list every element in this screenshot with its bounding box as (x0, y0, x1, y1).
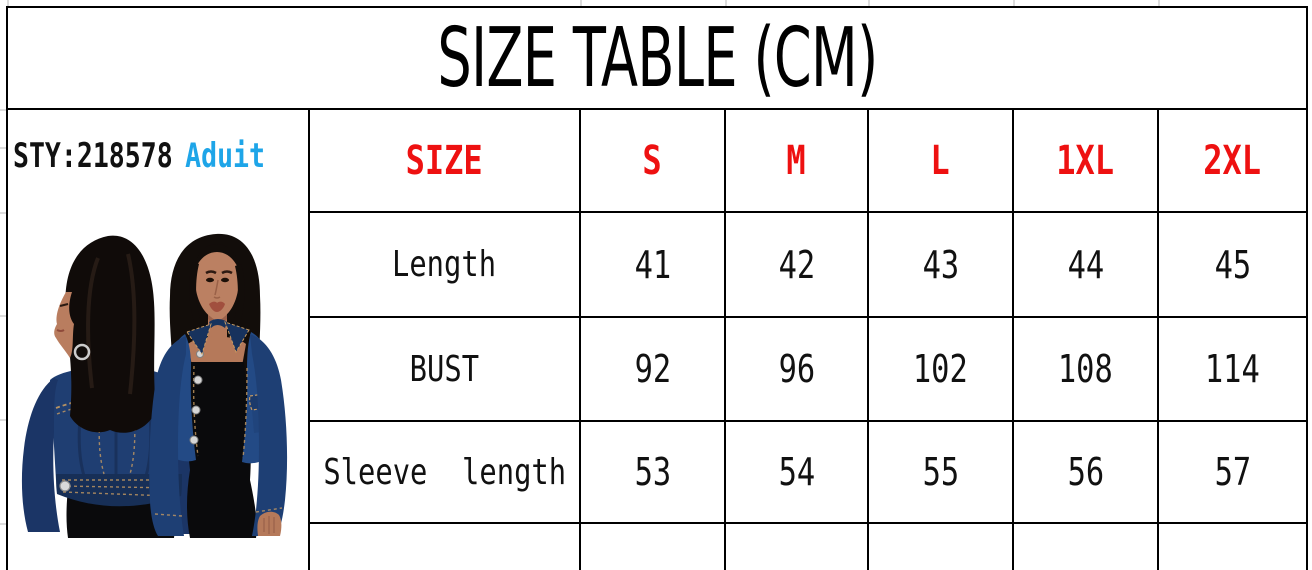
gridline-artifact (0, 212, 6, 214)
value-bust-2xl: 114 (1205, 347, 1260, 391)
col-header-l: L (869, 110, 1014, 213)
title-row: SIZE TABLE (CM) (8, 8, 1306, 110)
value-bust-1xl: 108 (1058, 347, 1113, 391)
page-title: SIZE TABLE (CM) (436, 10, 878, 106)
model-front-view (149, 233, 288, 538)
hoop-earring (73, 343, 91, 361)
row-label-length-text: Length (392, 244, 497, 285)
gridline-artifact (0, 315, 6, 317)
row-label-sleeve-length-text: Sleeve length (323, 451, 566, 493)
gridline-artifact (0, 109, 6, 111)
cell-sleeve-l: 55 (869, 422, 1014, 524)
value-length-2xl: 45 (1214, 242, 1251, 287)
value-sleeve-m: 54 (778, 450, 815, 494)
cell-length-1xl: 44 (1014, 213, 1159, 318)
cell-length-s: 41 (581, 213, 726, 318)
gridline-artifact (580, 0, 582, 6)
cell-bust-2xl: 114 (1159, 318, 1306, 422)
value-bust-l: 102 (913, 347, 968, 391)
gridline-artifact (1013, 0, 1015, 6)
col-header-2xl-label: 2XL (1203, 137, 1262, 184)
value-sleeve-s: 53 (634, 450, 671, 494)
gridline-artifact (7, 0, 9, 6)
cell-length-2xl: 45 (1159, 213, 1306, 318)
gridline-artifact (0, 523, 6, 525)
size-table-grid: STY:218578 Aduit (8, 110, 1306, 570)
style-suffix: Aduit (185, 136, 265, 176)
style-code: STY:218578 (13, 136, 173, 176)
value-sleeve-1xl: 56 (1067, 450, 1104, 494)
row-label-sleeve-length: Sleeve length (310, 422, 581, 524)
value-length-l: 43 (922, 242, 959, 287)
empty-cell (1014, 524, 1159, 570)
cell-bust-m: 96 (726, 318, 869, 422)
col-header-m-label: M (786, 137, 807, 184)
cell-length-l: 43 (869, 213, 1014, 318)
product-cell: STY:218578 Aduit (8, 110, 310, 570)
style-code-line: STY:218578 Aduit (13, 136, 265, 176)
empty-cell (869, 524, 1014, 570)
empty-cell (310, 524, 581, 570)
product-photo (10, 218, 306, 538)
gridline-artifact (868, 0, 870, 6)
cell-bust-s: 92 (581, 318, 726, 422)
cell-sleeve-2xl: 57 (1159, 422, 1306, 524)
value-sleeve-2xl: 57 (1214, 450, 1251, 494)
cell-bust-l: 102 (869, 318, 1014, 422)
row-label-length: Length (310, 213, 581, 318)
cell-sleeve-s: 53 (581, 422, 726, 524)
gridline-artifact (725, 0, 727, 6)
col-header-1xl-label: 1XL (1056, 137, 1115, 184)
value-bust-s: 92 (634, 347, 671, 391)
col-header-s-label: S (642, 137, 663, 184)
cell-bust-1xl: 108 (1014, 318, 1159, 422)
row-label-bust: BUST (310, 318, 581, 422)
cell-sleeve-1xl: 56 (1014, 422, 1159, 524)
value-sleeve-l: 55 (922, 450, 959, 494)
empty-cell (581, 524, 726, 570)
col-header-l-label: L (930, 137, 951, 184)
row-label-bust-text: BUST (409, 348, 480, 390)
value-bust-m: 96 (778, 347, 815, 391)
size-header-cell: SIZE (310, 110, 581, 213)
empty-cell (726, 524, 869, 570)
value-length-s: 41 (634, 242, 671, 287)
col-header-1xl: 1XL (1014, 110, 1159, 213)
value-length-m: 42 (778, 242, 815, 287)
gridline-artifact (1158, 0, 1160, 6)
jacket-button (59, 480, 71, 492)
value-length-1xl: 44 (1067, 242, 1104, 287)
col-header-m: M (726, 110, 869, 213)
size-header-label: SIZE (405, 137, 484, 184)
col-header-s: S (581, 110, 726, 213)
gridline-artifact (0, 147, 6, 149)
gridline-artifact (0, 419, 6, 421)
col-header-2xl: 2XL (1159, 110, 1306, 213)
cell-length-m: 42 (726, 213, 869, 318)
cell-sleeve-m: 54 (726, 422, 869, 524)
size-table-frame: SIZE TABLE (CM) STY:218578 Aduit (6, 6, 1308, 570)
empty-cell (1159, 524, 1306, 570)
